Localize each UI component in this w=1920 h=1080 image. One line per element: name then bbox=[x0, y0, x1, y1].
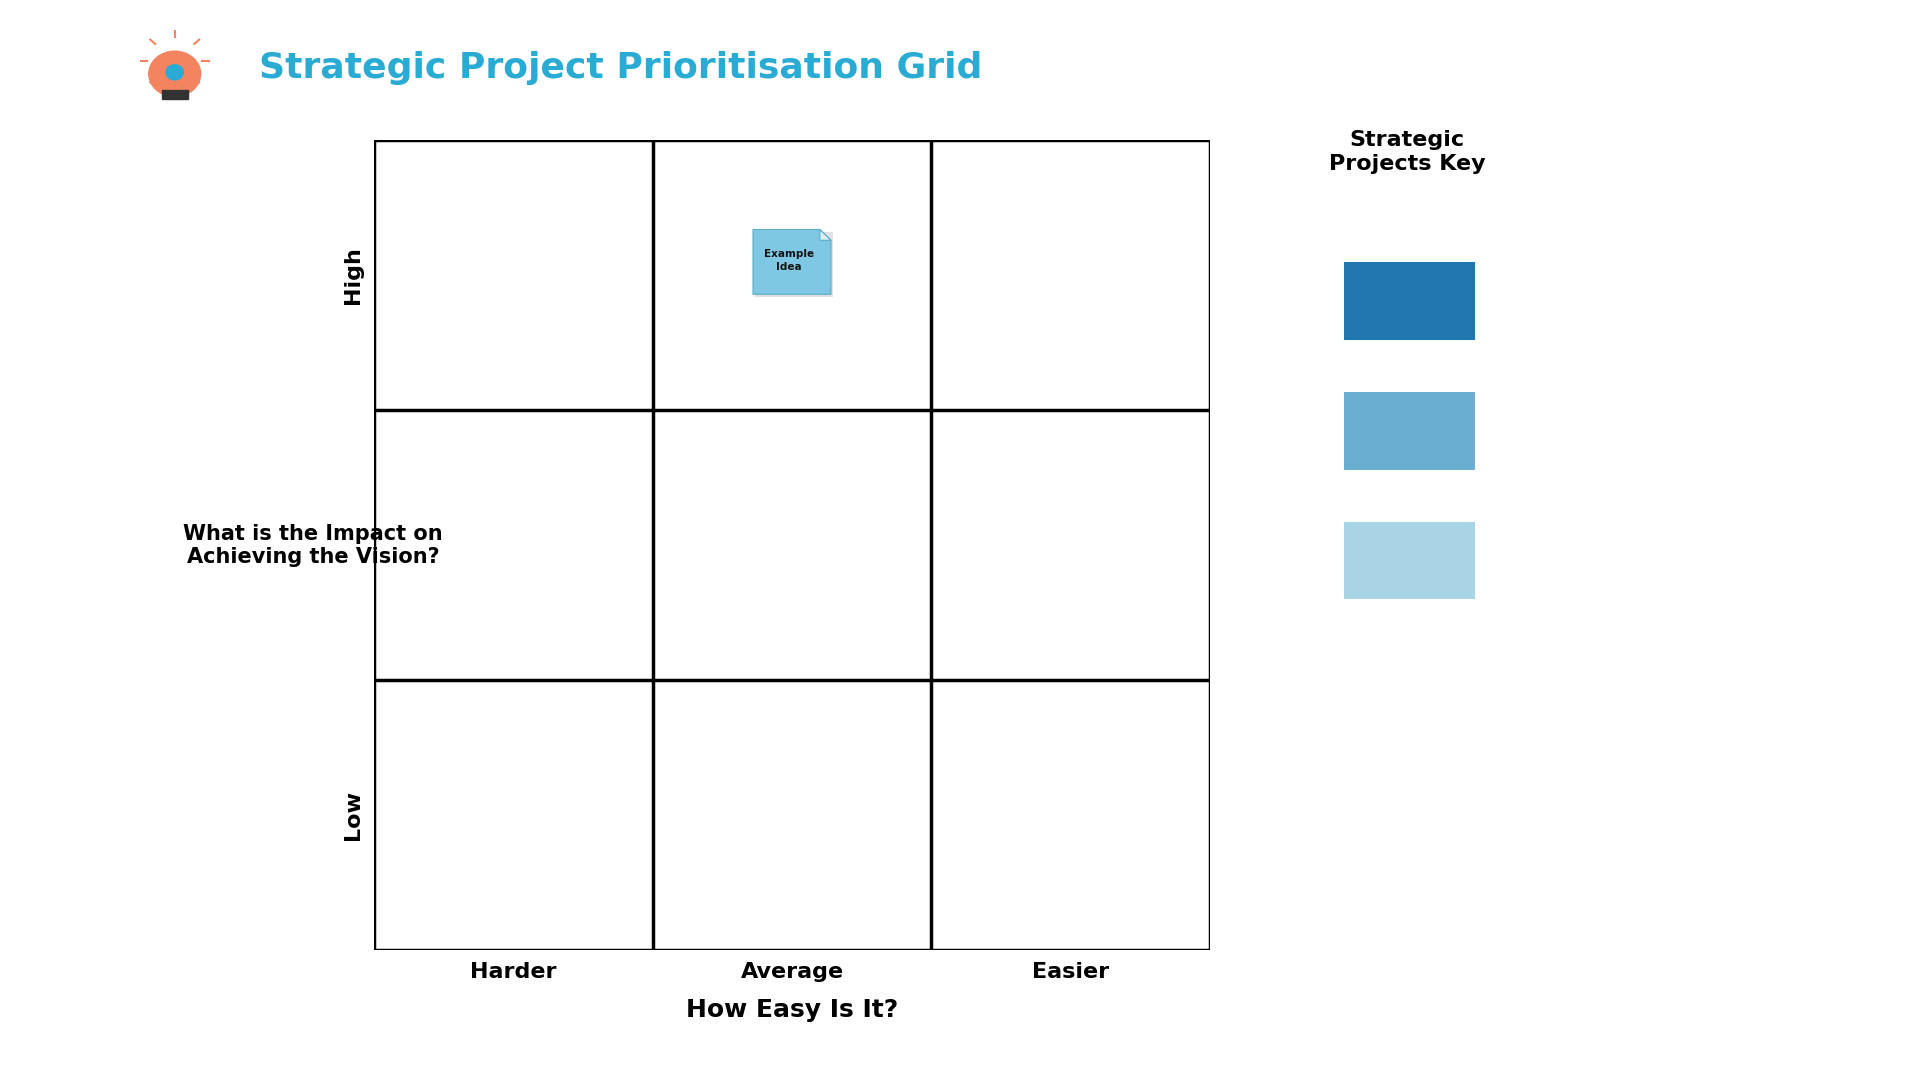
Text: Strategic Project Prioritisation Grid: Strategic Project Prioritisation Grid bbox=[259, 51, 983, 84]
Text: What is the Impact on
Achieving the Vision?: What is the Impact on Achieving the Visi… bbox=[182, 524, 444, 567]
Polygon shape bbox=[820, 230, 831, 240]
Circle shape bbox=[150, 51, 200, 96]
Text: Strategic
Projects Key: Strategic Projects Key bbox=[1329, 130, 1486, 174]
FancyBboxPatch shape bbox=[755, 232, 833, 297]
Polygon shape bbox=[753, 230, 831, 295]
Text: Example
Idea: Example Idea bbox=[764, 249, 814, 272]
Bar bbox=[161, 90, 188, 99]
Circle shape bbox=[165, 65, 184, 80]
X-axis label: How Easy Is It?: How Easy Is It? bbox=[685, 998, 899, 1022]
